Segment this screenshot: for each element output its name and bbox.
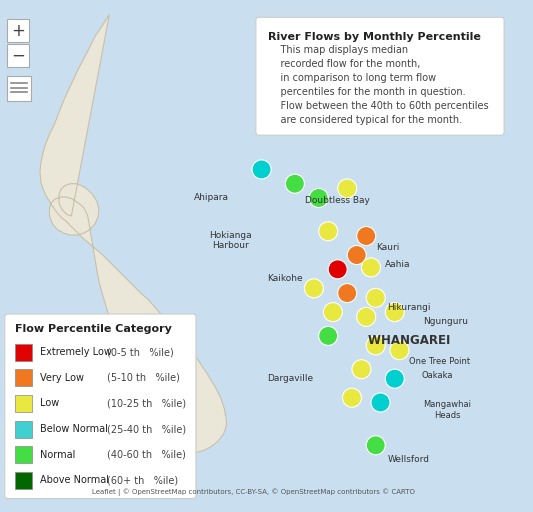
- Text: Normal: Normal: [40, 450, 75, 460]
- Circle shape: [285, 174, 304, 193]
- FancyBboxPatch shape: [15, 369, 33, 387]
- Text: Wellsford: Wellsford: [388, 455, 430, 464]
- FancyBboxPatch shape: [15, 472, 33, 489]
- Circle shape: [347, 246, 366, 265]
- Text: Extremely Low: Extremely Low: [40, 347, 112, 357]
- FancyBboxPatch shape: [5, 314, 196, 499]
- Text: (0-5 th   %ile): (0-5 th %ile): [108, 347, 174, 357]
- FancyBboxPatch shape: [6, 19, 29, 42]
- Circle shape: [319, 326, 338, 346]
- Text: +: +: [11, 22, 25, 39]
- Text: (60+ th   %ile): (60+ th %ile): [108, 476, 179, 485]
- Text: Mangawhai
Heads: Mangawhai Heads: [423, 400, 471, 420]
- Text: Doubtless Bay: Doubtless Bay: [305, 196, 370, 205]
- Text: WHAN⁠GAREI: WHAN⁠GAREI: [368, 334, 450, 347]
- Circle shape: [371, 393, 390, 412]
- Text: Ngunguru: Ngunguru: [423, 317, 467, 326]
- Circle shape: [338, 179, 357, 198]
- Circle shape: [357, 307, 376, 326]
- Text: (10-25 th   %ile): (10-25 th %ile): [108, 398, 187, 409]
- FancyBboxPatch shape: [256, 17, 504, 135]
- Text: Dargaville: Dargaville: [267, 374, 313, 383]
- Text: (40-60 th   %ile): (40-60 th %ile): [108, 450, 187, 460]
- Circle shape: [357, 226, 376, 246]
- Text: Kauri: Kauri: [376, 243, 400, 252]
- Text: Ahipara: Ahipara: [193, 194, 229, 202]
- Circle shape: [324, 303, 342, 322]
- Text: Low: Low: [40, 398, 59, 409]
- Circle shape: [352, 359, 371, 379]
- FancyBboxPatch shape: [6, 76, 31, 101]
- Circle shape: [366, 288, 385, 307]
- Circle shape: [366, 336, 385, 355]
- Text: −: −: [11, 46, 25, 65]
- Circle shape: [390, 340, 409, 359]
- Circle shape: [338, 284, 357, 303]
- Text: Oakaka: Oakaka: [422, 371, 453, 380]
- Text: River Flows by Monthly Percentile: River Flows by Monthly Percentile: [268, 32, 481, 41]
- Text: Flow Percentile Category: Flow Percentile Category: [15, 325, 172, 334]
- Circle shape: [385, 369, 404, 388]
- Text: (5-10 th   %ile): (5-10 th %ile): [108, 373, 180, 383]
- FancyBboxPatch shape: [15, 344, 33, 360]
- Circle shape: [328, 260, 347, 279]
- Text: (25-40 th   %ile): (25-40 th %ile): [108, 424, 187, 434]
- Circle shape: [385, 303, 404, 322]
- Text: Aahia: Aahia: [385, 260, 410, 269]
- FancyBboxPatch shape: [6, 44, 29, 67]
- Circle shape: [304, 279, 324, 298]
- Text: Above Normal: Above Normal: [40, 476, 109, 485]
- Polygon shape: [40, 14, 227, 453]
- Circle shape: [361, 258, 381, 277]
- Circle shape: [252, 160, 271, 179]
- Text: Hokianga
Harbour: Hokianga Harbour: [209, 231, 252, 250]
- Circle shape: [309, 188, 328, 207]
- Text: Leaflet | © OpenStreetMap contributors, CC-BY-SA, © OpenStreetMap contributors ©: Leaflet | © OpenStreetMap contributors, …: [92, 488, 415, 496]
- Text: This map displays median
    recorded flow for the month,
    in comparison to l: This map displays median recorded flow f…: [268, 45, 489, 125]
- Text: Kaikohe: Kaikohe: [268, 274, 303, 283]
- Text: Very Low: Very Low: [40, 373, 84, 383]
- FancyBboxPatch shape: [15, 420, 33, 438]
- FancyBboxPatch shape: [15, 395, 33, 412]
- Circle shape: [366, 436, 385, 455]
- Circle shape: [342, 388, 361, 407]
- Circle shape: [319, 222, 338, 241]
- FancyBboxPatch shape: [15, 446, 33, 463]
- Text: Hikurangi: Hikurangi: [387, 303, 431, 312]
- Text: One Tree Point: One Tree Point: [409, 357, 470, 366]
- Text: Below Normal: Below Normal: [40, 424, 108, 434]
